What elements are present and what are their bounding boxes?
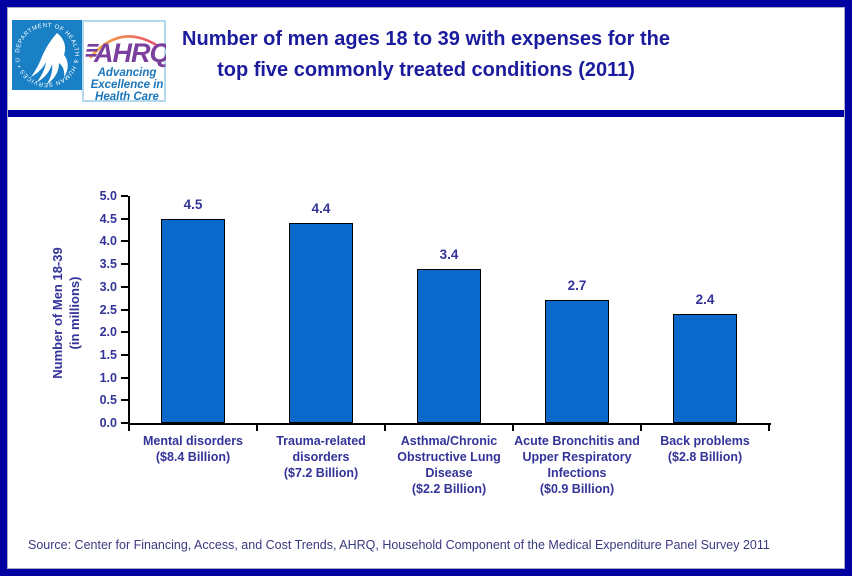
bar [545, 300, 609, 423]
y-tick [121, 263, 128, 265]
x-tick [256, 425, 258, 431]
category-label: Mental disorders ($8.4 Billion) [142, 434, 244, 464]
x-tick [640, 425, 642, 431]
bar-chart: 0.0 0.5 1.0 1.5 2.0 2.5 3.0 3.5 4.0 4.5 5.0 4.5 Ment… [8, 8, 844, 568]
category-label: Acute Bronchitis and Upper Respiratory Inf… [514, 434, 640, 496]
source-note: Source: Center for Financing, Access, an… [28, 538, 770, 552]
ahrq-logo: AHRQ Advancing Excellence in Health Care [82, 20, 166, 102]
slide-content: DEPARTMENT OF HEALTH & HUMAN SERVICES • … [7, 7, 845, 569]
y-tick-label: 3.0 [99, 280, 117, 294]
y-tick-label: 2.5 [99, 303, 117, 317]
chart-title: Number of men ages 18 to 39 with expense… [182, 28, 670, 81]
y-tick-label: 0.5 [99, 393, 117, 407]
x-tick [768, 425, 770, 431]
y-tick [121, 354, 128, 356]
category-label: Asthma/Chronic Obstructive Lung Disease ($2… [397, 434, 501, 496]
category-label: Back problems ($2.8 Billion) [660, 434, 750, 464]
y-tick [121, 377, 128, 379]
y-tick [121, 195, 128, 197]
y-tick-label: 5.0 [99, 189, 117, 203]
y-tick-label: 2.0 [99, 325, 117, 339]
bar-value-label: 4.5 [183, 197, 203, 212]
ahrq-tagline-line3: Health Care [95, 91, 160, 102]
y-tick [121, 309, 128, 311]
hhs-logo: DEPARTMENT OF HEALTH & HUMAN SERVICES • … [12, 20, 82, 90]
y-tick-label: 4.5 [99, 212, 117, 226]
y-tick-label: 0.0 [99, 416, 117, 430]
bar [417, 269, 481, 423]
header-logo-block: DEPARTMENT OF HEALTH & HUMAN SERVICES • … [12, 20, 166, 102]
y-tick [121, 218, 128, 220]
y-tick-label: 3.5 [99, 257, 117, 271]
y-tick [121, 286, 128, 288]
ahrq-tagline-line1: Advancing [97, 67, 157, 79]
y-tick [121, 331, 128, 333]
y-axis-line [128, 196, 130, 425]
y-tick-label: 1.0 [99, 371, 117, 385]
bar-value-label: 2.7 [567, 278, 587, 293]
x-tick [128, 425, 130, 431]
x-tick [512, 425, 514, 431]
category-label: Trauma-related disorders ($7.2 Billion) [276, 434, 366, 480]
bar [289, 223, 353, 423]
y-tick [121, 399, 128, 401]
ahrq-acronym-text: AHRQ [93, 38, 166, 68]
y-tick [121, 422, 128, 424]
ahrq-speed-lines-icon [85, 44, 99, 57]
y-tick-label: 1.5 [99, 348, 117, 362]
bar-value-label: 4.4 [311, 201, 331, 216]
x-tick [384, 425, 386, 431]
bar [673, 314, 737, 423]
y-axis-title: Number of Men 18-39 (in millions) [50, 247, 82, 379]
x-axis-line [128, 423, 771, 425]
bar-value-label: 2.4 [695, 292, 715, 307]
bar-value-label: 3.4 [439, 247, 459, 262]
y-tick-label: 4.0 [99, 234, 117, 248]
y-tick [121, 240, 128, 242]
ahrq-logo-background [82, 20, 166, 102]
header-divider [8, 110, 844, 117]
hhs-eagle-icon [31, 33, 68, 84]
bar [161, 219, 225, 423]
ahrq-tagline-line2: Excellence in [91, 79, 164, 91]
